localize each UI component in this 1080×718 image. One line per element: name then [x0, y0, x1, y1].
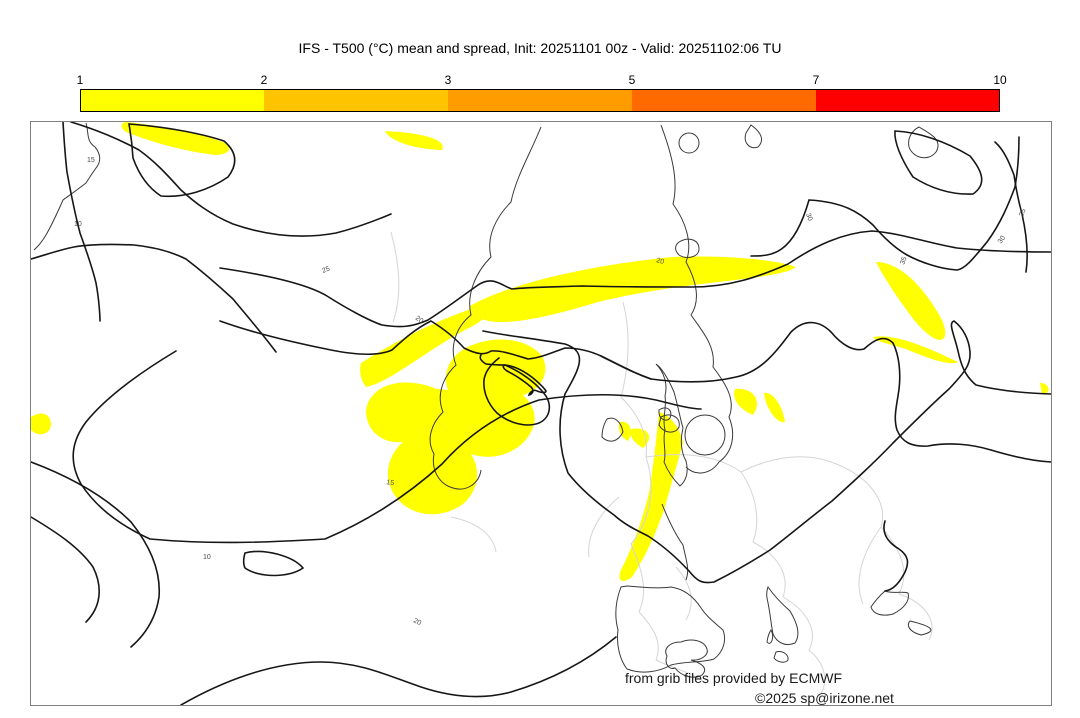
svg-text:25: 25	[1018, 208, 1027, 218]
svg-text:20: 20	[412, 617, 422, 627]
svg-text:15: 15	[386, 479, 395, 487]
svg-text:10: 10	[74, 221, 82, 228]
svg-text:35: 35	[899, 256, 908, 266]
svg-text:20: 20	[414, 315, 424, 325]
svg-text:25: 25	[321, 266, 331, 275]
svg-text:10: 10	[203, 554, 211, 561]
svg-text:15: 15	[87, 157, 95, 164]
svg-text:30: 30	[997, 235, 1007, 245]
svg-text:30: 30	[804, 212, 813, 222]
